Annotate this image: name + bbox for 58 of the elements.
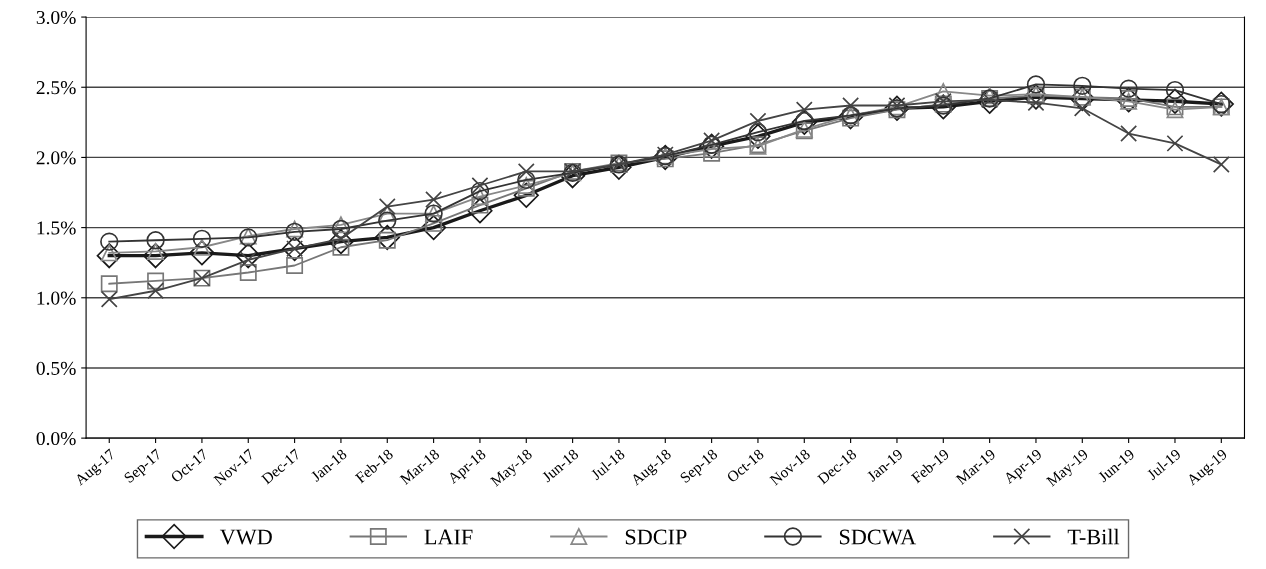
point [517,162,535,180]
point [147,282,165,300]
point [378,211,397,230]
point [96,243,122,269]
legend-label: SDCWA [839,529,917,545]
point [100,275,118,293]
legend-label: VWD [219,529,272,545]
point [189,240,215,266]
point [1116,87,1142,113]
point [420,214,447,241]
legend-label: LAIF [424,529,473,545]
point [559,163,586,189]
point [378,198,396,216]
point [192,229,212,248]
point [1119,79,1138,98]
point [1073,76,1092,96]
y-tick-label: 2.5% [36,81,76,95]
point [1166,134,1184,152]
point [100,232,119,251]
point [425,191,443,209]
point [1165,80,1185,100]
point [281,236,308,262]
point [1026,75,1046,94]
point [467,198,493,224]
point [328,229,354,255]
point [749,112,767,130]
point [842,97,860,114]
point [1069,85,1095,112]
point [100,290,118,308]
point [147,272,165,290]
y-tick-label: 2.0% [36,151,76,165]
y-tick-label: 0.0% [36,431,76,446]
point [332,216,350,234]
point [513,182,539,208]
point [606,154,632,180]
point [745,123,771,149]
point [934,82,952,100]
point [146,231,165,250]
y-tick-label: 1.5% [37,221,76,235]
point [1212,155,1230,173]
point [235,243,261,269]
point [1162,88,1188,114]
y-tick-label: 0.5% [36,361,76,375]
point [142,243,169,269]
point [470,181,490,201]
point [1120,125,1138,143]
y-tick-label: 1.0% [37,291,76,305]
point [471,177,489,194]
point [239,264,257,281]
point [795,101,813,119]
y-tick-label: 3.0% [36,10,76,25]
point [374,224,400,251]
point [471,188,489,206]
legend-label: SDCIP [625,529,687,545]
point [286,257,304,274]
point [1023,84,1049,110]
point [698,133,725,159]
legend-label: T-Bill [1067,528,1120,545]
